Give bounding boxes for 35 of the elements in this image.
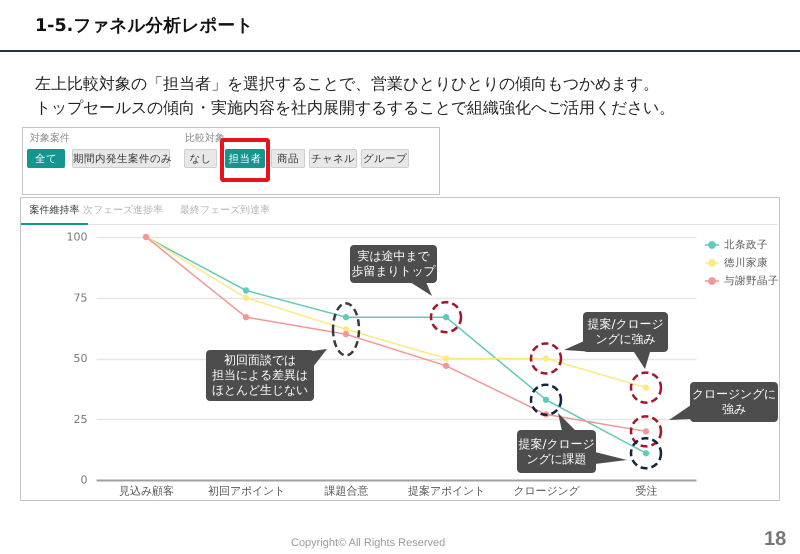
y-tick-label: 75 <box>74 291 88 304</box>
text: Copyright© All Rights Reserved <box>291 537 446 549</box>
x-tick-label: 見込み顧客 <box>119 484 174 498</box>
text: 対象案件 <box>30 133 70 145</box>
point <box>242 314 250 320</box>
text: 次フェーズ進捗率 <box>83 204 163 218</box>
point <box>442 355 450 362</box>
text: 最終フェーズ到達率 <box>180 204 270 218</box>
x-tick-label: 提案アポイント <box>408 484 485 498</box>
annotation: 提案/クロージングに課題 <box>518 436 595 466</box>
annotation: 初回面談では担当による差異はほとんど生じない <box>212 352 308 398</box>
filter-button: なし <box>184 149 217 168</box>
filter-button: チャネル <box>309 149 357 168</box>
x-tick-label: 課題合意 <box>324 484 368 498</box>
filter-button: 商品 <box>271 149 305 168</box>
point <box>342 331 350 338</box>
chart-subtitle: 左上比較対象の「担当者」を選択することで、営業ひとりひとりの傾向もつかめます。トップセールスの傾向・実施内容を社内展開するすることで組織強化へご活用ください。 <box>35 73 675 119</box>
x-tick-label: クロージング <box>514 484 580 498</box>
y-tick-label: 25 <box>74 412 88 426</box>
legend-label: 与謝野晶子 <box>724 274 779 287</box>
x-tick-label: 初回アポイント <box>208 484 285 498</box>
filter-button: 全て <box>27 149 65 168</box>
y-tick-label: 50 <box>74 352 88 365</box>
y-tick-label: 0 <box>80 474 88 486</box>
y-tick-label: 100 <box>66 230 88 244</box>
point <box>442 362 450 369</box>
filter-button: 担当者 <box>225 149 265 168</box>
text: 18 <box>764 528 786 551</box>
x-tick-label: 受注 <box>636 484 658 498</box>
filter-button: 期間内発生案件のみ <box>72 149 170 168</box>
legend-label: 徳川家康 <box>724 256 768 269</box>
legend-label: 北条政子 <box>724 238 768 251</box>
chart-title: 1-5.ファネル分析レポート <box>35 15 254 38</box>
filter-button: グループ <box>361 149 409 168</box>
point <box>242 294 250 301</box>
